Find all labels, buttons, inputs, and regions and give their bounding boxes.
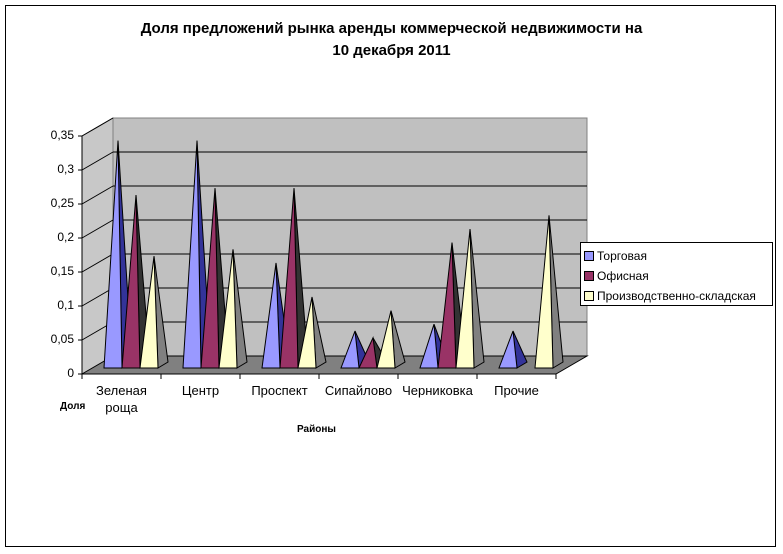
y-tick-label: 0: [67, 366, 74, 380]
pyramid-front: [455, 228, 475, 369]
back-wall: [112, 117, 588, 357]
pyramid-front: [182, 140, 202, 369]
y-tick-label: 0,25: [50, 196, 74, 210]
pyramid-front: [534, 215, 554, 369]
y-axis-title: Доля: [60, 401, 86, 412]
gridline-side: [81, 185, 114, 205]
x-tick-label: Прочие: [494, 383, 539, 398]
legend: Торговая Офисная Производственно-складск…: [580, 242, 773, 306]
pyramid-front: [139, 256, 159, 369]
pyramid-front: [437, 242, 457, 369]
pyramid-front: [498, 330, 518, 369]
legend-item-trade: Торговая: [584, 246, 772, 266]
title-line-2: 10 декабря 2011: [332, 42, 451, 59]
y-tick-label: 0,2: [57, 230, 74, 244]
y-tick-label: 0,1: [57, 298, 74, 312]
legend-swatch-office: [584, 271, 594, 281]
legend-label: Торговая: [597, 249, 647, 263]
x-tick-label: Центр: [181, 383, 220, 398]
chart-title: Доля предложений рынка аренды коммерческ…: [0, 18, 783, 62]
pyramid-front: [103, 140, 123, 369]
x-tick-label: Проспект: [251, 383, 308, 398]
legend-item-industrial: Производственно-складская: [584, 286, 772, 306]
y-tick-label: 0,3: [57, 162, 74, 176]
pyramid-front: [261, 262, 281, 369]
y-tick-label: 0,15: [50, 264, 74, 278]
gridline-side: [81, 253, 114, 273]
legend-label: Производственно-складская: [597, 289, 756, 303]
y-tick-label: 0,35: [50, 128, 74, 142]
title-line-1: Доля предложений рынка аренды коммерческ…: [140, 20, 643, 37]
pyramid-front: [121, 194, 141, 369]
pyramid-front: [376, 310, 396, 369]
pyramid-front: [419, 324, 439, 369]
pyramid-front: [279, 188, 299, 369]
x-tick-label: Черниковка: [402, 383, 473, 398]
gridline-side: [81, 219, 114, 239]
y-tick-label: 0,05: [50, 332, 74, 346]
x-axis-title: Районы: [297, 424, 336, 435]
x-tick-label: Зеленая роща: [96, 383, 147, 415]
gridline-side: [81, 287, 114, 307]
pyramid-front: [340, 330, 360, 369]
legend-swatch-trade: [584, 251, 594, 261]
legend-label: Офисная: [597, 269, 649, 283]
gridline-side: [81, 151, 114, 171]
pyramid-front: [200, 188, 220, 369]
pyramid-front: [218, 249, 238, 369]
legend-swatch-industrial: [584, 291, 594, 301]
gridline-side: [81, 117, 114, 137]
pyramid-front: [358, 336, 378, 369]
x-tick-label: Сипайлово: [324, 383, 393, 398]
legend-item-office: Офисная: [584, 266, 772, 286]
pyramid-front: [297, 296, 317, 369]
